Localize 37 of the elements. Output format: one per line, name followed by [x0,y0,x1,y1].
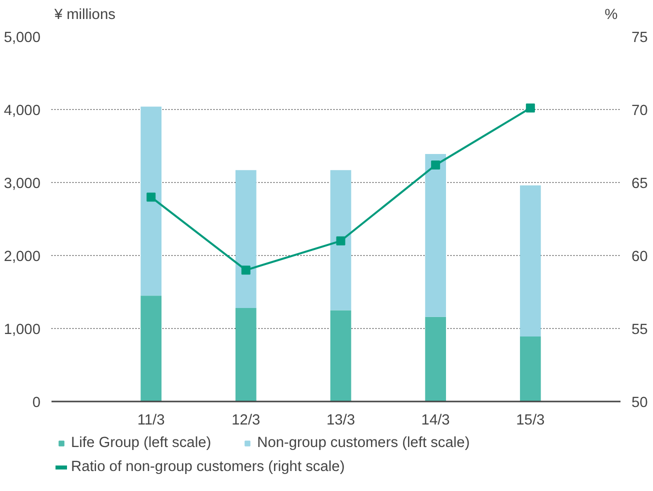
y2-tick-label: 60 [632,249,648,265]
x-tick-label: 15/3 [516,412,545,428]
x-tick-label: 11/3 [137,412,165,428]
x-tick-label: 14/3 [421,412,450,428]
point [336,236,346,246]
legend-label: Ratio of non-group customers (right scale) [71,459,345,475]
point [241,266,250,275]
y2-tick-label: 50 [632,395,648,411]
bar [235,170,256,308]
legend-label: Non-group customers (left scale) [257,435,470,451]
x-tick-label: 13/3 [326,412,356,428]
y2-tick-label: 75 [632,30,648,46]
y2-tick-label: 70 [632,103,648,119]
legend-label: Life Group (left scale) [71,435,212,451]
point [526,104,535,113]
y-tick-label: 5,000 [4,30,41,46]
x-tick-label: 12/3 [232,412,260,428]
bar [425,316,446,402]
y-tick-label: 3,000 [4,176,41,192]
bar [425,154,446,317]
y-tick-label: 4,000 [4,103,41,119]
bar [330,310,352,402]
y-tick-label: 0 [32,395,41,411]
y2-tick-label: 65 [632,176,648,192]
bar [235,308,256,402]
bar [140,296,162,402]
point [146,192,156,202]
point [431,160,440,170]
bar [330,170,352,310]
y-axis-title: ¥ millions [53,6,116,23]
y2-axis-title: % [604,6,618,23]
y2-tick-label: 55 [632,322,648,338]
y-tick-label: 1,000 [4,322,41,338]
bar [520,185,541,337]
y-tick-label: 2,000 [4,249,41,265]
bar [140,106,162,296]
bar [520,336,541,402]
